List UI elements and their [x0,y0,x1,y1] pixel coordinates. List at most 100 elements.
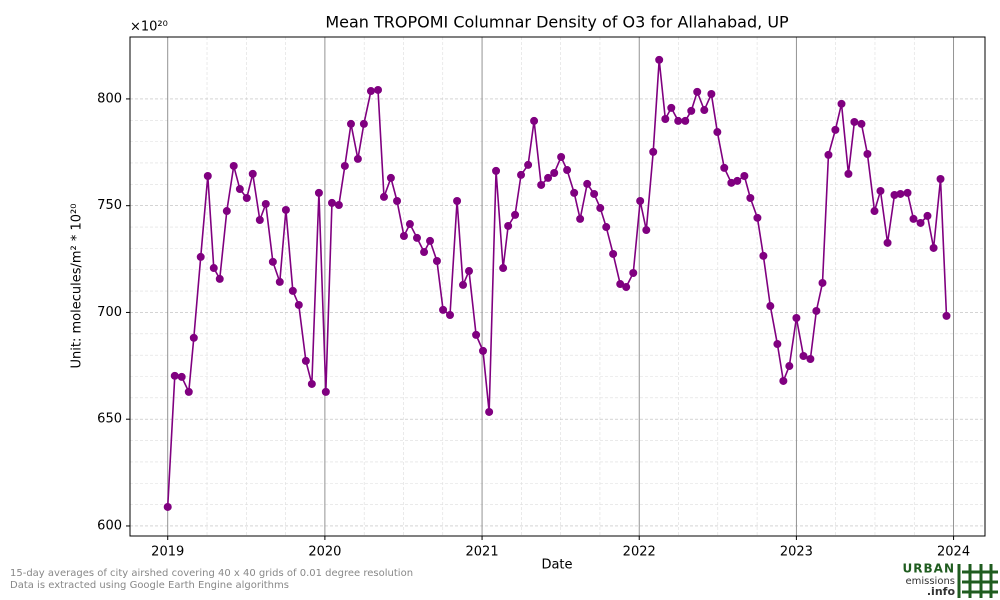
point [321,387,330,396]
logo: URBAN emissions .info [903,562,998,598]
point [909,214,918,223]
point [177,372,186,381]
point [700,106,709,115]
point [346,119,355,128]
point [720,163,729,172]
point [353,154,362,163]
footnote: Data is extracted using Google Earth Eng… [10,580,289,591]
point [655,55,664,64]
point [942,311,951,320]
point [616,280,625,289]
point [557,152,566,161]
point [883,238,892,247]
point [713,128,722,137]
point [602,223,611,232]
point [209,264,218,273]
x-tick-label: 2022 [623,545,656,560]
point [170,371,179,380]
point [530,116,539,125]
point [275,277,284,286]
point [366,87,375,96]
point [563,166,572,175]
point [903,188,912,197]
point [432,256,441,265]
point [334,201,343,210]
point [824,150,833,159]
point [896,189,905,198]
point [163,502,172,511]
point [890,191,899,200]
point [622,283,631,292]
point [268,257,277,266]
logo-text: emissions [905,576,955,587]
point [379,192,388,201]
point [261,199,270,208]
point [314,188,323,197]
point [674,116,683,125]
point [850,117,859,126]
x-axis-label: Date [541,558,572,573]
point [779,376,788,385]
point [806,354,815,363]
point [550,169,559,178]
point [255,215,264,224]
point [485,407,494,416]
point [818,278,827,287]
point [359,119,368,128]
point [281,205,290,214]
point [301,356,310,365]
y-axis-label: Unit: molecules/m² * 10²⁰ [70,204,85,369]
x-tick-label: 2024 [937,545,970,560]
y-tick-label: 700 [97,305,122,320]
footnote: 15-day averages of city airshed covering… [10,568,413,579]
point [294,300,303,309]
point [479,346,488,355]
point [307,379,316,388]
point [693,87,702,96]
point [340,161,349,170]
point [707,90,716,99]
x-tick-label: 2023 [780,545,813,560]
point [667,103,676,112]
point [916,218,925,227]
point [196,252,205,261]
point [544,173,553,182]
point [609,249,618,258]
point [184,387,193,396]
point [636,196,645,205]
point [681,116,690,125]
point [393,196,402,205]
point [766,302,775,311]
point [661,114,670,123]
point [570,188,579,197]
point [812,306,821,315]
point [576,214,585,223]
point [412,233,421,242]
point [596,204,605,213]
point [870,207,879,216]
point [203,172,212,181]
point [844,169,853,178]
y-tick-label: 800 [97,91,122,106]
point [517,170,526,179]
point [288,286,297,295]
point [472,330,481,339]
logo-text: URBAN [903,562,955,576]
point [773,340,782,349]
point [386,173,395,182]
point [445,311,454,320]
point [753,213,762,222]
logo-text: .info [927,585,956,598]
point [420,248,429,257]
y-offset-label: ×10²⁰ [130,20,168,35]
point [499,264,508,273]
point [189,333,198,342]
point [799,352,808,361]
point [374,85,383,94]
point [222,207,231,216]
point [759,251,768,260]
x-tick-label: 2020 [308,545,341,560]
point [524,160,533,169]
point [746,193,755,202]
